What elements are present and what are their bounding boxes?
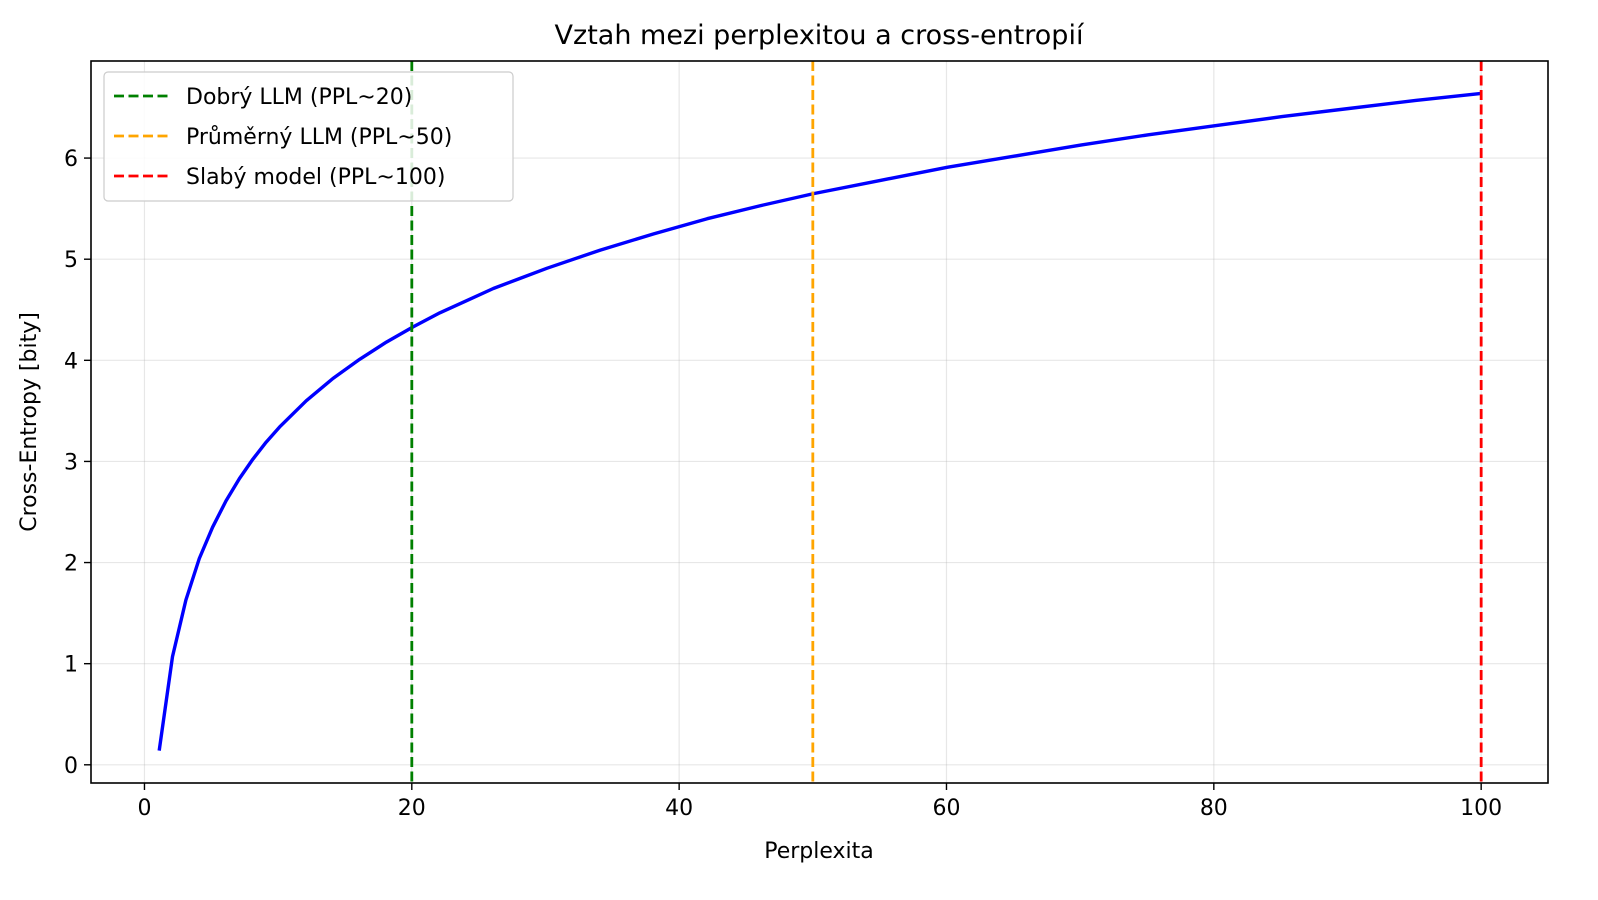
legend: Dobrý LLM (PPL~20) Průměrný LLM (PPL~50) S… [103,71,514,202]
y-axis-label: Cross-Entropy [bity] [17,312,42,532]
series-line [157,91,1482,751]
chart-title: Vztah mezi perplexitou a cross-entropií [555,20,1085,51]
x-tick-label: 20 [398,796,426,821]
legend-entries: Dobrý LLM (PPL~20) Průměrný LLM (PPL~50) S… [114,85,452,190]
y-tick-label: 5 [64,248,78,273]
y-tick-label: 6 [64,147,78,172]
x-tick-label: 60 [932,796,960,821]
legend-label: Průměrný LLM (PPL~50) [186,125,452,150]
y-tick-label: 2 [64,552,78,577]
y-tick-label: 0 [64,754,78,779]
x-axis-label: Perplexita [764,839,874,864]
legend-box [103,71,514,202]
legend-label: Dobrý LLM (PPL~20) [186,85,412,110]
y-tick-label: 1 [64,653,78,678]
legend-label: Slabý model (PPL~100) [186,165,445,190]
x-tick-label: 100 [1460,796,1502,821]
y-tick-label: 4 [64,349,78,374]
axis-ticks: 0 20 40 60 80 100 0 1 2 3 4 5 6 [64,147,1502,821]
x-tick-label: 80 [1200,796,1228,821]
plot-frame [90,60,1549,784]
x-tick-label: 40 [665,796,693,821]
y-tick-label: 3 [64,450,78,475]
x-tick-label: 0 [137,796,151,821]
